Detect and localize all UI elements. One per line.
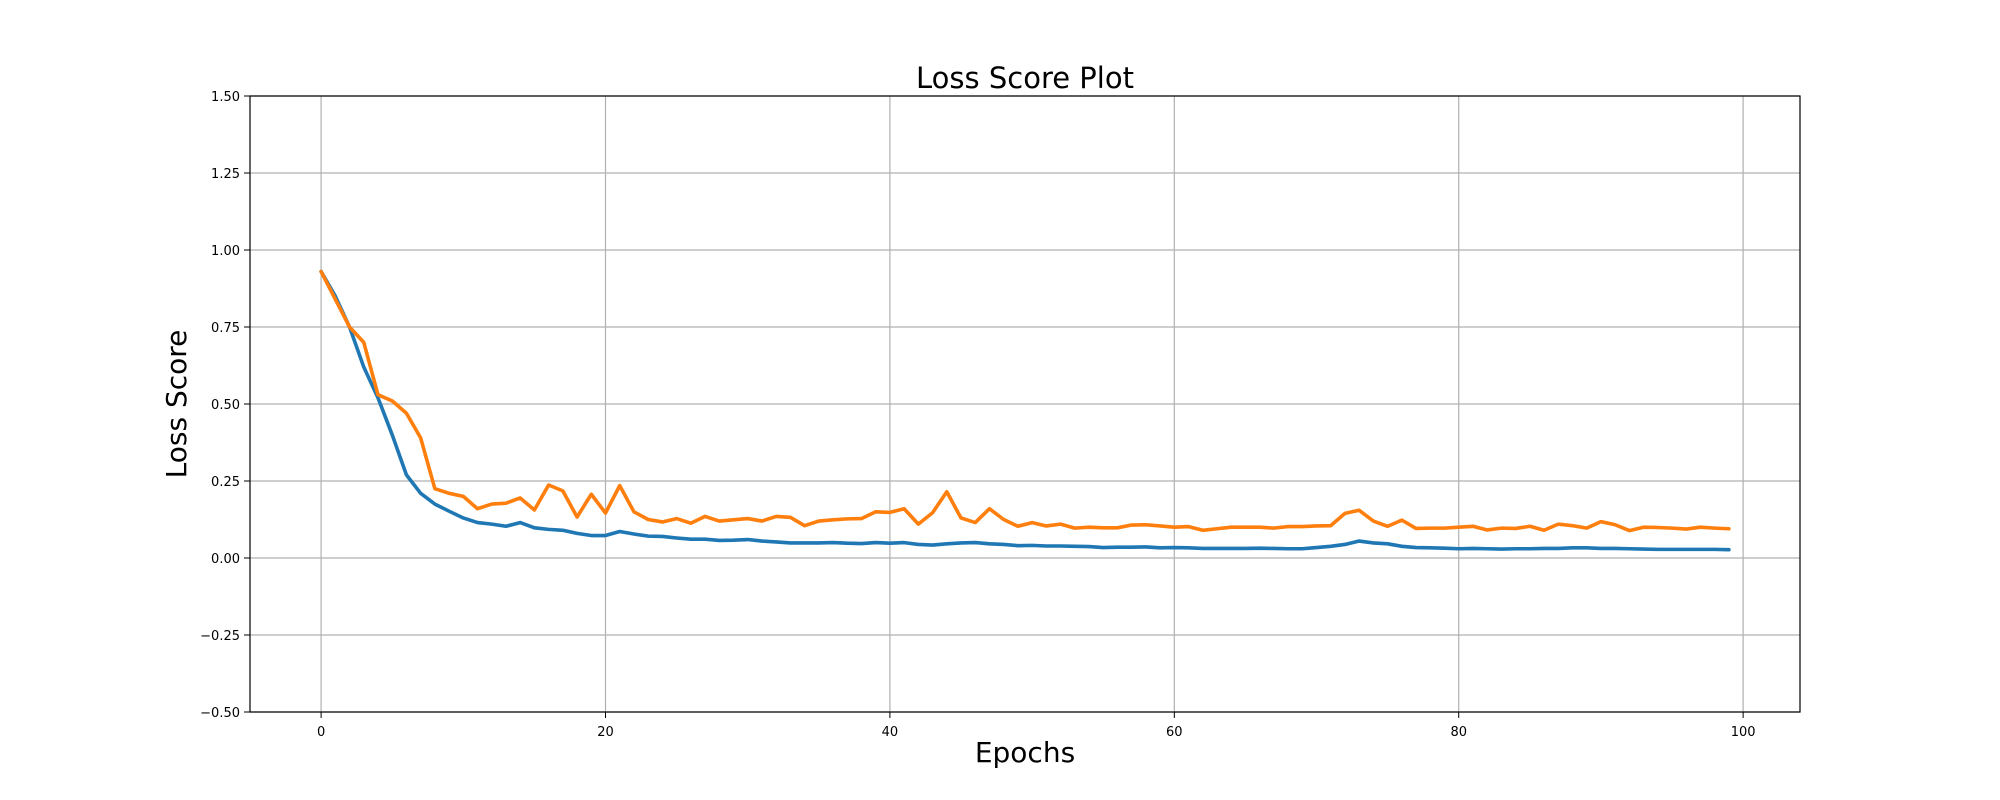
y-tick-label: 0.50 [211, 398, 240, 413]
x-tick-label: 40 [882, 725, 899, 740]
series-line-2 [319, 269, 1731, 533]
y-tick-label: 0.75 [211, 321, 240, 336]
y-tick-label: 1.25 [211, 167, 240, 182]
y-tick-label: 0.00 [211, 552, 240, 567]
chart-title: Loss Score Plot [916, 61, 1134, 95]
y-axis-label: Loss Score [160, 330, 193, 479]
y-tick-label: 0.25 [211, 475, 240, 490]
x-tick-label: 80 [1450, 725, 1467, 740]
x-tick-label: 20 [597, 725, 614, 740]
x-axis-ticks: 0 20 40 60 80 100 [317, 712, 1756, 740]
y-tick-label: −0.50 [200, 706, 240, 721]
x-axis-label: Epochs [975, 736, 1075, 769]
x-tick-label: 60 [1166, 725, 1183, 740]
y-axis-ticks: −0.50 −0.25 0.00 0.25 0.50 0.75 1.00 1.25 1.50 [200, 90, 250, 721]
x-tick-label: 100 [1731, 725, 1756, 740]
y-tick-label: 1.00 [211, 244, 240, 259]
series-layer [319, 269, 1731, 552]
y-tick-label: −0.25 [200, 629, 240, 644]
x-tick-label: 0 [317, 725, 325, 740]
series-line-1 [319, 269, 1731, 552]
y-tick-label: 1.50 [211, 90, 240, 105]
